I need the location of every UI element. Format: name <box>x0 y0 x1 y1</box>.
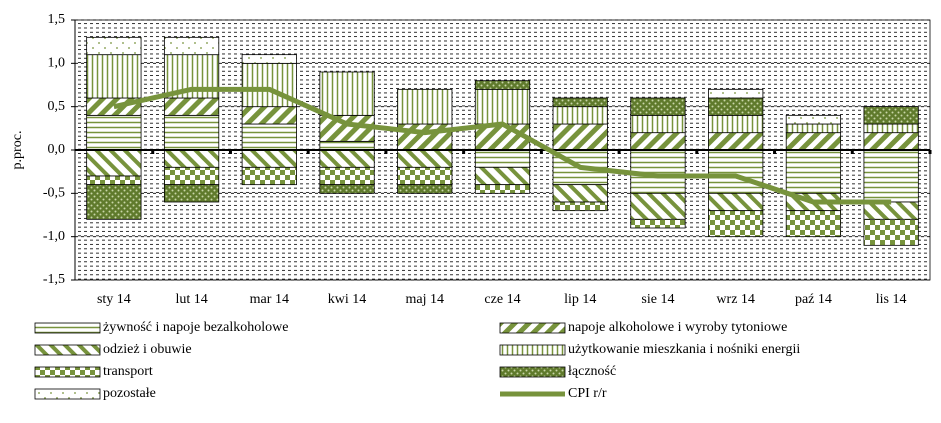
legend-label: napoje alkoholowe i wyroby tytoniowe <box>568 320 787 335</box>
legend-swatch <box>499 322 566 334</box>
y-tick-label: 1,5 <box>48 12 66 27</box>
x-tick-label: kwi 14 <box>328 292 367 307</box>
legend-swatch <box>34 344 101 356</box>
bar-segment <box>708 114 764 134</box>
bar-segment <box>630 192 686 220</box>
bar-segment <box>552 106 608 125</box>
y-axis-label: p.proc. <box>10 131 25 170</box>
bar-segment <box>397 149 453 168</box>
bar-segment <box>86 175 142 186</box>
bar-segment <box>86 149 142 177</box>
bar-segment <box>474 88 531 125</box>
bar-segment <box>863 149 919 203</box>
bar-segment <box>241 54 297 64</box>
bar-segment <box>241 166 297 186</box>
y-tick-label: 1,0 <box>48 56 66 71</box>
bar-segment <box>474 166 531 186</box>
bar-segment <box>630 218 686 229</box>
bar-segment <box>863 201 919 220</box>
legend-label: użytkowanie mieszkania i nośniki energii <box>568 342 800 357</box>
legend-label: odzież i obuwie <box>103 342 192 357</box>
bar-segment <box>552 123 608 151</box>
bar-segment <box>397 88 453 125</box>
legend-label: żywność i napoje bezalkoholowe <box>103 320 288 335</box>
y-tick-label: 0,5 <box>48 99 66 114</box>
bar-segment <box>630 97 686 116</box>
y-tick-label: 0,0 <box>48 142 66 157</box>
legend-swatch <box>34 388 101 400</box>
bar-segment <box>552 201 608 212</box>
bar-segment <box>785 149 842 194</box>
bar-segment <box>319 166 375 186</box>
bar-segment <box>319 149 375 168</box>
bar-segment <box>708 210 764 238</box>
bar-segment <box>785 132 842 151</box>
legend-label: łączność <box>568 364 616 379</box>
legend-swatch <box>499 344 566 356</box>
bar-segment <box>319 184 375 194</box>
bar-segment <box>863 218 919 246</box>
y-tick-label: -0,5 <box>43 186 65 201</box>
bar-segment <box>241 149 297 168</box>
legend-label: pozostałe <box>103 386 156 401</box>
bar-segment <box>163 97 220 116</box>
bar-segment <box>163 36 220 56</box>
bar-segment <box>552 97 608 108</box>
bar-segment <box>474 80 531 90</box>
bar-segment <box>397 123 453 151</box>
bar-segment <box>319 71 375 116</box>
legend-swatch <box>34 366 101 378</box>
bar-segment <box>241 123 297 151</box>
bar-segment <box>708 97 764 116</box>
cpi-line <box>113 86 892 205</box>
bar-segment <box>785 114 842 125</box>
x-tick-label: sty 14 <box>97 292 131 307</box>
x-tick-label: lip 14 <box>564 292 596 307</box>
x-tick-label: maj 14 <box>406 292 445 307</box>
bar-segment <box>630 114 686 134</box>
x-tick-label: lis 14 <box>876 292 907 307</box>
bar-segment <box>86 184 142 220</box>
bar-segment <box>163 114 220 151</box>
x-tick-label: paź 14 <box>795 292 832 307</box>
bar-segment <box>163 149 220 168</box>
bar-segment <box>163 166 220 186</box>
y-tick-label: -1,5 <box>43 272 65 287</box>
bar-segment <box>397 184 453 194</box>
x-tick-label: wrz 14 <box>716 292 755 307</box>
x-tick-label: sie 14 <box>641 292 674 307</box>
bar-segment <box>241 106 297 125</box>
bar-segment <box>319 140 375 151</box>
legend-swatch <box>499 366 566 378</box>
bar-segment <box>552 184 608 203</box>
bar-segment <box>86 36 142 56</box>
bar-segment <box>86 54 142 99</box>
x-tick-label: lut 14 <box>175 292 207 307</box>
bar-segment <box>474 149 531 168</box>
bar-segment <box>708 192 764 212</box>
bar-segment <box>474 184 531 194</box>
bar-segment <box>630 132 686 151</box>
bar-segment <box>863 106 919 125</box>
x-tick-label: mar 14 <box>250 292 289 307</box>
legend-swatch <box>34 322 101 334</box>
legend-label: transport <box>103 364 153 379</box>
bar-segment <box>863 132 919 151</box>
bar-segment <box>708 88 764 99</box>
bar-segment <box>708 132 764 151</box>
y-tick-label: -1,0 <box>43 229 65 244</box>
bar-segment <box>863 123 919 134</box>
bar-segment <box>708 149 764 194</box>
legend-label: CPI r/r <box>568 386 607 401</box>
bar-segment <box>163 184 220 203</box>
bar-segment <box>785 210 842 238</box>
bar-segment <box>86 114 142 151</box>
bar-segment <box>397 166 453 186</box>
bar-segment <box>785 123 842 134</box>
x-tick-label: cze 14 <box>484 292 520 307</box>
